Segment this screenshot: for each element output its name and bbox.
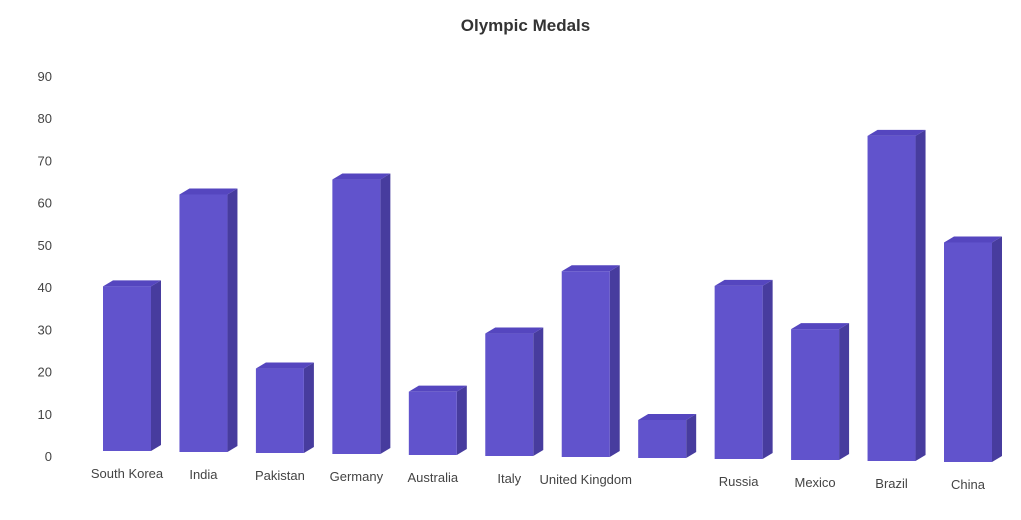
- bar-front: [408, 391, 457, 455]
- y-tick-label: 30: [38, 322, 52, 337]
- bar-side: [380, 173, 391, 455]
- y-tick-label: 70: [38, 153, 52, 168]
- bar-side: [303, 362, 314, 453]
- bar-front: [867, 135, 916, 461]
- x-tick-label: Australia: [408, 470, 459, 485]
- bar: [638, 414, 697, 458]
- bar-top: [791, 323, 850, 330]
- x-tick-label: United Kingdom: [539, 472, 632, 487]
- x-tick-label: Pakistan: [255, 468, 305, 483]
- bar-side: [227, 188, 238, 452]
- y-tick-label: 90: [38, 69, 52, 84]
- bar-side: [456, 385, 467, 455]
- bar-top: [561, 265, 620, 272]
- bar-front: [944, 242, 992, 462]
- bar: [179, 188, 238, 452]
- bar-top: [944, 236, 1002, 243]
- bar: [255, 362, 314, 453]
- bar-top: [255, 362, 314, 369]
- y-tick-label: 50: [38, 238, 52, 253]
- x-tick-label: Russia: [719, 474, 760, 489]
- bar-front: [791, 329, 840, 460]
- bar-front: [714, 285, 763, 459]
- x-tick-label: China: [951, 477, 986, 492]
- y-tick-label: 60: [38, 196, 52, 211]
- x-tick-label: Brazil: [875, 476, 908, 491]
- y-tick-label: 20: [38, 365, 52, 380]
- x-tick-label: Italy: [497, 471, 521, 486]
- bar-top: [179, 188, 238, 195]
- bar: [561, 265, 620, 457]
- bar-side: [915, 129, 926, 461]
- x-tick-label: Mexico: [794, 475, 835, 490]
- bars: [103, 129, 1002, 462]
- bar-top: [103, 280, 161, 287]
- bar-side: [762, 279, 773, 459]
- bar: [485, 327, 544, 456]
- bar-side: [533, 327, 544, 456]
- bar-side: [609, 265, 620, 457]
- bar-top: [485, 327, 544, 334]
- bar-side: [686, 414, 697, 458]
- bar-front: [638, 420, 687, 458]
- x-tick-label: Germany: [330, 469, 384, 484]
- bar-front: [561, 271, 610, 457]
- bar: [791, 323, 850, 460]
- bar-front: [255, 368, 304, 453]
- bar: [867, 129, 926, 461]
- bar: [408, 385, 467, 455]
- y-tick-label: 10: [38, 407, 52, 422]
- x-tick-label: India: [189, 467, 218, 482]
- bar-top: [867, 129, 926, 136]
- bar: [103, 280, 161, 451]
- x-axis: South Korea India Pakistan Germany Australia…: [91, 466, 986, 492]
- x-tick-label: South Korea: [91, 466, 164, 481]
- bar-side: [839, 323, 850, 460]
- bar-side: [992, 236, 1002, 462]
- bar-front: [485, 333, 534, 456]
- y-tick-label: 0: [45, 449, 52, 464]
- chart-title: Olympic Medals: [460, 16, 591, 35]
- bar-front: [179, 194, 228, 452]
- bar-top: [332, 173, 391, 180]
- bar-top: [638, 414, 697, 420]
- y-tick-label: 40: [38, 280, 52, 295]
- bar: [944, 236, 1002, 462]
- bar-side: [151, 280, 161, 451]
- bar: [332, 173, 391, 455]
- bar-front: [103, 286, 151, 451]
- bar-top: [408, 385, 467, 392]
- bar: [714, 279, 773, 459]
- y-tick-label: 80: [38, 111, 52, 126]
- bar-top: [714, 279, 773, 286]
- y-axis: 0 10 20 30 40 50 60 70 80 90: [38, 69, 52, 464]
- bar-front: [332, 179, 381, 455]
